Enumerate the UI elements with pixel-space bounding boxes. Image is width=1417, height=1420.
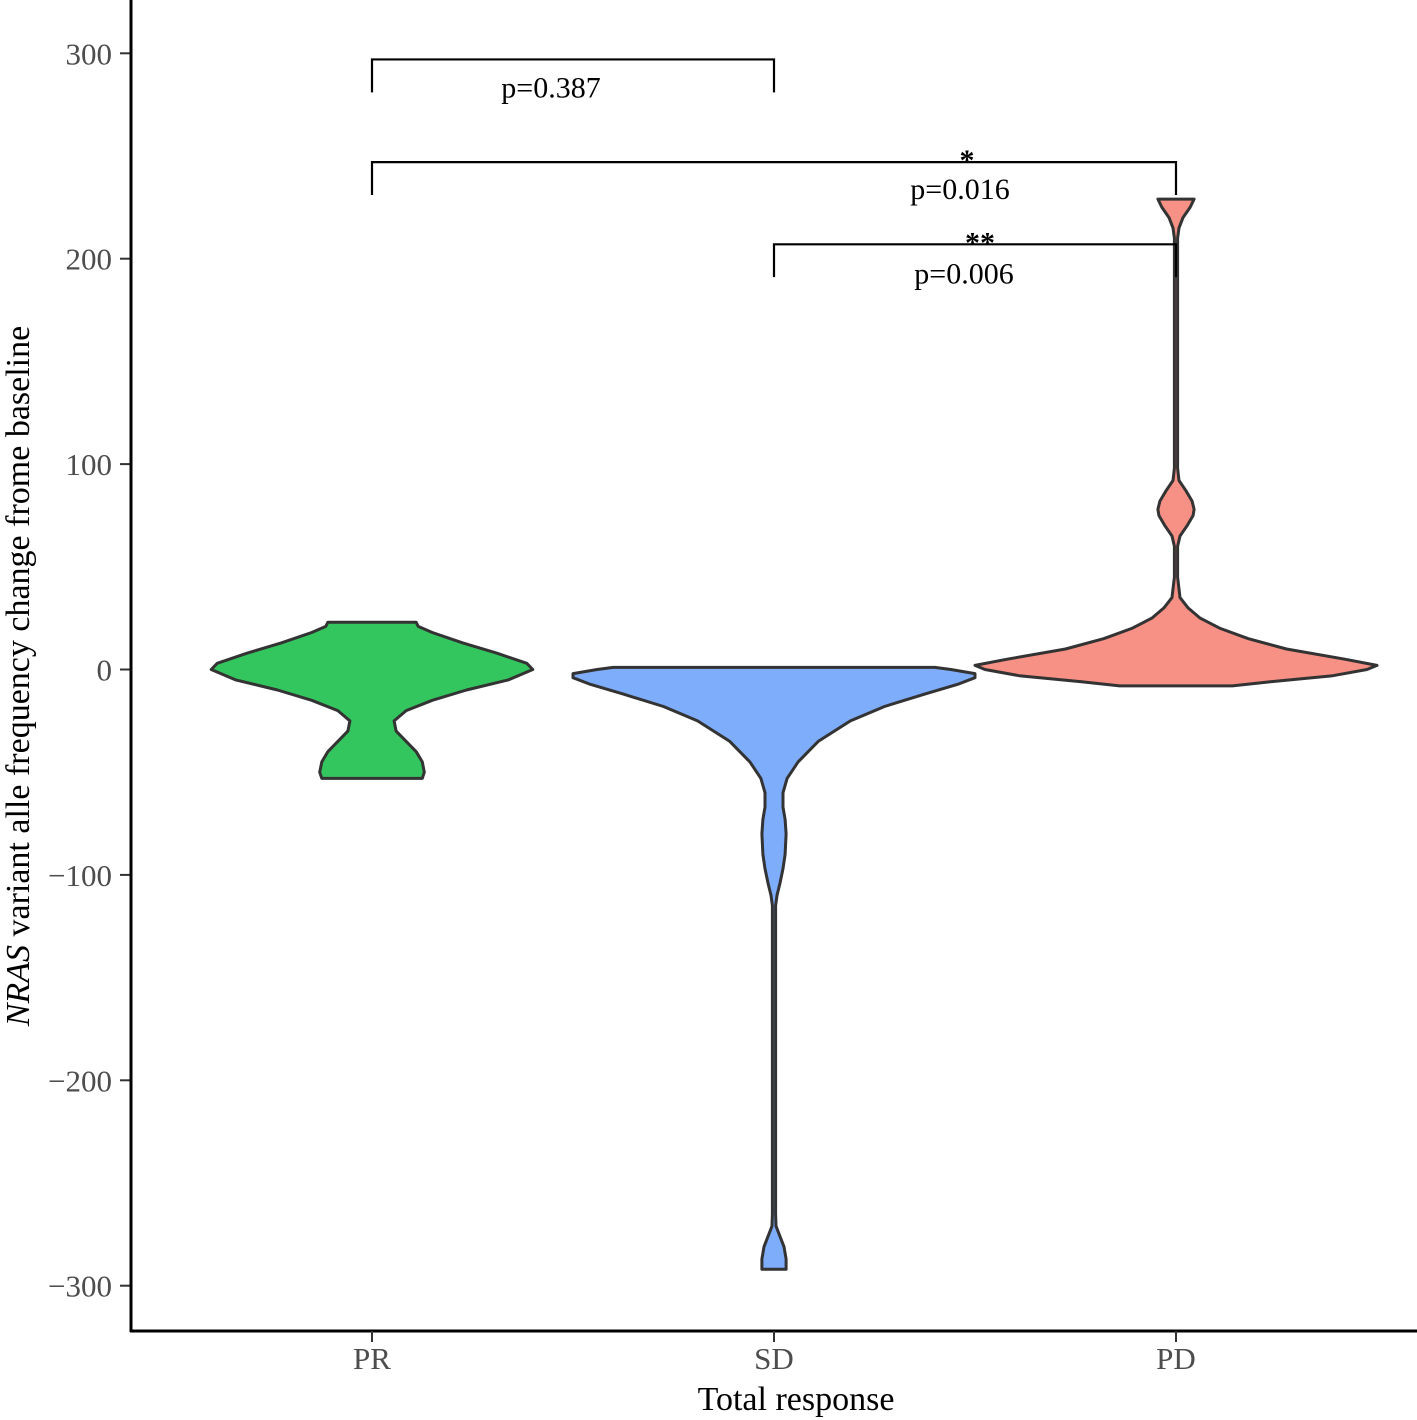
p-value-label: p=0.006 — [914, 257, 1013, 290]
y-tick-label: −100 — [48, 858, 112, 893]
bracket-sd-pd — [772, 243, 1178, 278]
x-tick-label-pr: PR — [353, 1341, 391, 1376]
p-value-label: p=0.387 — [501, 71, 600, 104]
x-tick-label-sd: SD — [754, 1341, 794, 1376]
x-tick-label-pd: PD — [1156, 1341, 1196, 1376]
significance-brackets: p=0.387 p=0.016* p=0.006** — [370, 58, 1178, 290]
y-axis-title: NRAS variant alle frequency change frome… — [0, 326, 37, 1027]
violin-pd — [973, 197, 1379, 688]
y-axis-title-italic: NRAS — [0, 945, 37, 1027]
x-axis-ticks: PR SD PD — [353, 1331, 1196, 1376]
x-axis-title: Total response — [698, 1381, 895, 1418]
violin-pr — [209, 620, 535, 780]
violins — [209, 197, 1379, 1271]
y-tick-label: 300 — [66, 36, 113, 71]
y-tick-label: −300 — [48, 1269, 112, 1304]
significance-stars: * — [960, 144, 975, 177]
y-tick-label: 0 — [97, 653, 113, 688]
p-value-label: p=0.016 — [910, 173, 1009, 206]
y-tick-label: 200 — [66, 242, 113, 277]
bracket-pr-pd — [370, 161, 1178, 196]
significance-stars: ** — [965, 226, 995, 259]
y-tick-label: −200 — [48, 1063, 112, 1098]
violin-sd — [571, 665, 977, 1271]
y-tick-label: 100 — [66, 447, 113, 482]
y-axis-ticks: 300 200 100 0 −100 −200 −300 — [48, 36, 131, 1304]
y-axis-title-rest: variant alle frequency change frome base… — [0, 326, 37, 945]
bracket-pr-sd — [370, 58, 776, 93]
